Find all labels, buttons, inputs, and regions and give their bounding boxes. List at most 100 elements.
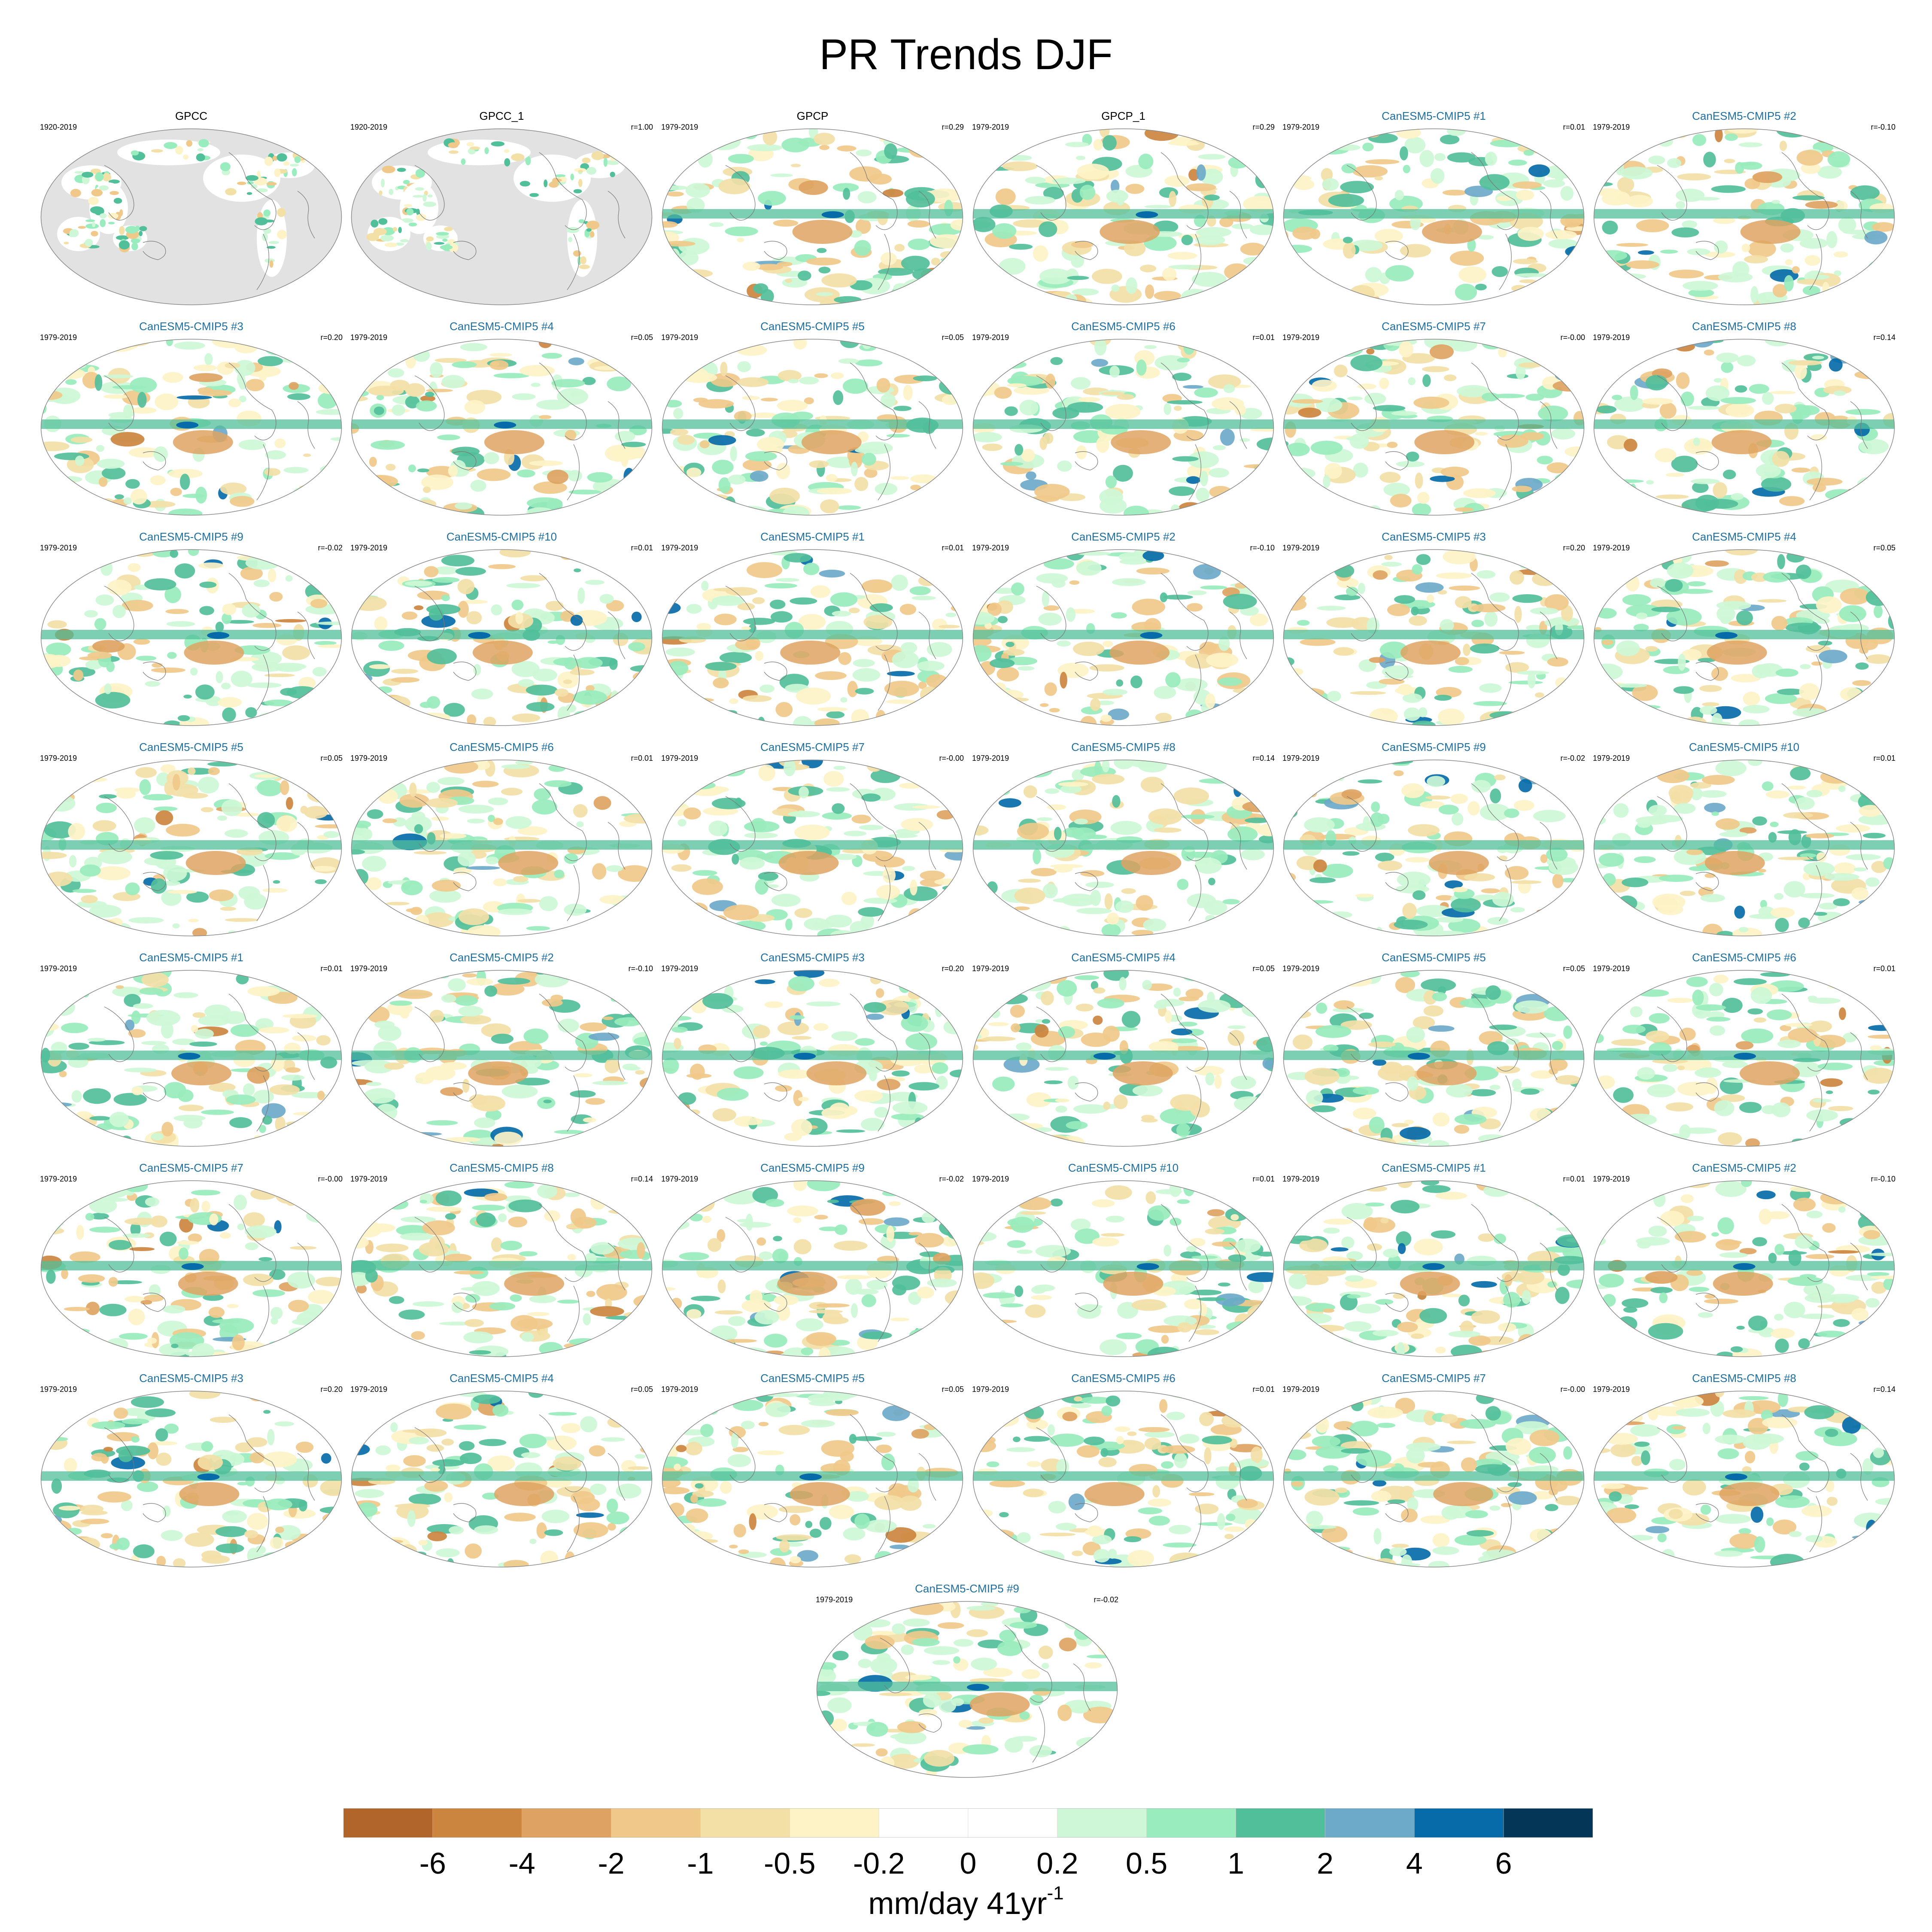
- trend-blob: [975, 301, 1004, 305]
- trend-blob: [1713, 975, 1728, 984]
- trend-blob: [287, 714, 309, 726]
- trend-blob: [320, 339, 331, 347]
- dry-trend-region: [1414, 430, 1475, 454]
- trend-blob: [1042, 591, 1049, 607]
- trend-blob: [1851, 562, 1864, 572]
- trend-blob: [84, 610, 98, 618]
- trend-blob: [1770, 391, 1796, 395]
- trend-blob: [585, 1098, 605, 1105]
- trend-blob: [168, 508, 203, 515]
- coastline: [608, 1032, 626, 1080]
- trend-blob: [1780, 243, 1794, 253]
- trend-blob: [1712, 713, 1723, 726]
- trend-blob: [996, 360, 1027, 369]
- panel-title: CanESM5-CMIP5 #10: [1689, 741, 1800, 753]
- trend-blob: [374, 228, 387, 236]
- trend-blob: [832, 183, 859, 192]
- trend-blob: [1800, 664, 1811, 669]
- trend-blob: [1803, 862, 1835, 876]
- trend-blob: [1716, 601, 1751, 610]
- trend-blob: [1816, 596, 1842, 614]
- trend-blob: [662, 589, 667, 595]
- trend-blob: [88, 197, 99, 205]
- map-border: [351, 339, 653, 516]
- trend-blob: [44, 1132, 69, 1138]
- panel-years: 1979-2019: [661, 333, 699, 342]
- trend-blob: [667, 341, 702, 355]
- trend-blob: [1856, 361, 1868, 368]
- coastline: [1499, 865, 1512, 921]
- trend-blob: [1490, 788, 1501, 804]
- trend-blob: [622, 445, 645, 457]
- trend-blob: [124, 1067, 157, 1072]
- coastline: [1850, 822, 1868, 870]
- trend-blob: [728, 474, 746, 485]
- trend-blob: [429, 1009, 444, 1023]
- trend-blob: [1477, 235, 1494, 240]
- trend-blob: [1549, 705, 1558, 722]
- trend-blob: [1031, 868, 1057, 877]
- trend-blob: [1243, 464, 1271, 468]
- trend-blob: [602, 1016, 614, 1020]
- trend-blob: [1467, 238, 1476, 252]
- trend-blob: [1302, 1127, 1331, 1143]
- trend-blob: [1625, 719, 1637, 723]
- trend-blob: [386, 902, 410, 905]
- trend-blob: [1283, 970, 1305, 977]
- trend-blob: [1692, 989, 1704, 1005]
- trend-blob: [1805, 645, 1831, 653]
- trend-blob: [1418, 707, 1428, 717]
- trend-blob: [1187, 590, 1207, 595]
- trend-blob: [1839, 1118, 1860, 1127]
- trend-blob: [1347, 396, 1363, 401]
- trend-blob: [877, 999, 909, 1015]
- trend-blob: [176, 1240, 199, 1245]
- trend-blob: [1144, 345, 1157, 349]
- trend-blob: [489, 353, 512, 357]
- trend-blob: [1111, 284, 1120, 292]
- coastline: [1540, 822, 1558, 870]
- trend-blob: [1073, 1104, 1109, 1114]
- trend-blob: [1516, 671, 1549, 675]
- trend-blob: [292, 1318, 326, 1326]
- coastline: [256, 234, 269, 290]
- equatorial-band: [1283, 840, 1584, 850]
- trend-blob: [444, 760, 478, 774]
- trend-blob: [1019, 400, 1039, 416]
- trend-map: [1283, 549, 1585, 726]
- trend-blob: [1567, 472, 1584, 488]
- trend-blob: [381, 179, 385, 188]
- dry-trend-region: [1704, 851, 1765, 875]
- trend-blob: [586, 167, 596, 175]
- dry-trend-region: [1707, 641, 1767, 665]
- trend-blob: [189, 373, 223, 382]
- panel-title: CanESM5-CMIP5 #10: [446, 530, 557, 543]
- trend-blob: [819, 569, 845, 578]
- trend-blob: [1187, 603, 1203, 612]
- trend-blob: [930, 295, 951, 303]
- trend-blob: [189, 1041, 217, 1047]
- trend-blob: [1655, 448, 1677, 462]
- trend-blob: [1802, 286, 1820, 295]
- panel-title: CanESM5-CMIP5 #2: [450, 951, 554, 964]
- map-panel: CanESM5-CMIP5 #5 1979-2019 r=0.05: [1282, 951, 1585, 1148]
- trend-blob: [87, 651, 112, 659]
- trend-blob: [123, 404, 132, 419]
- trend-blob: [403, 179, 410, 185]
- trend-blob: [1668, 784, 1694, 802]
- trend-blob: [890, 476, 909, 480]
- trend-blob: [996, 667, 1019, 682]
- trend-blob: [943, 580, 963, 590]
- trend-blob: [1713, 217, 1735, 224]
- trend-blob: [630, 976, 652, 992]
- trend-blob: [688, 1109, 700, 1115]
- trend-blob: [885, 699, 918, 704]
- trend-blob: [869, 603, 893, 612]
- trend-blob: [1631, 719, 1649, 726]
- panel-years: 1979-2019: [661, 964, 699, 973]
- trend-blob: [1365, 159, 1400, 164]
- trend-blob: [1630, 1006, 1643, 1018]
- trend-blob: [1440, 619, 1454, 632]
- trend-blob: [1076, 561, 1102, 576]
- trend-blob: [1807, 477, 1843, 486]
